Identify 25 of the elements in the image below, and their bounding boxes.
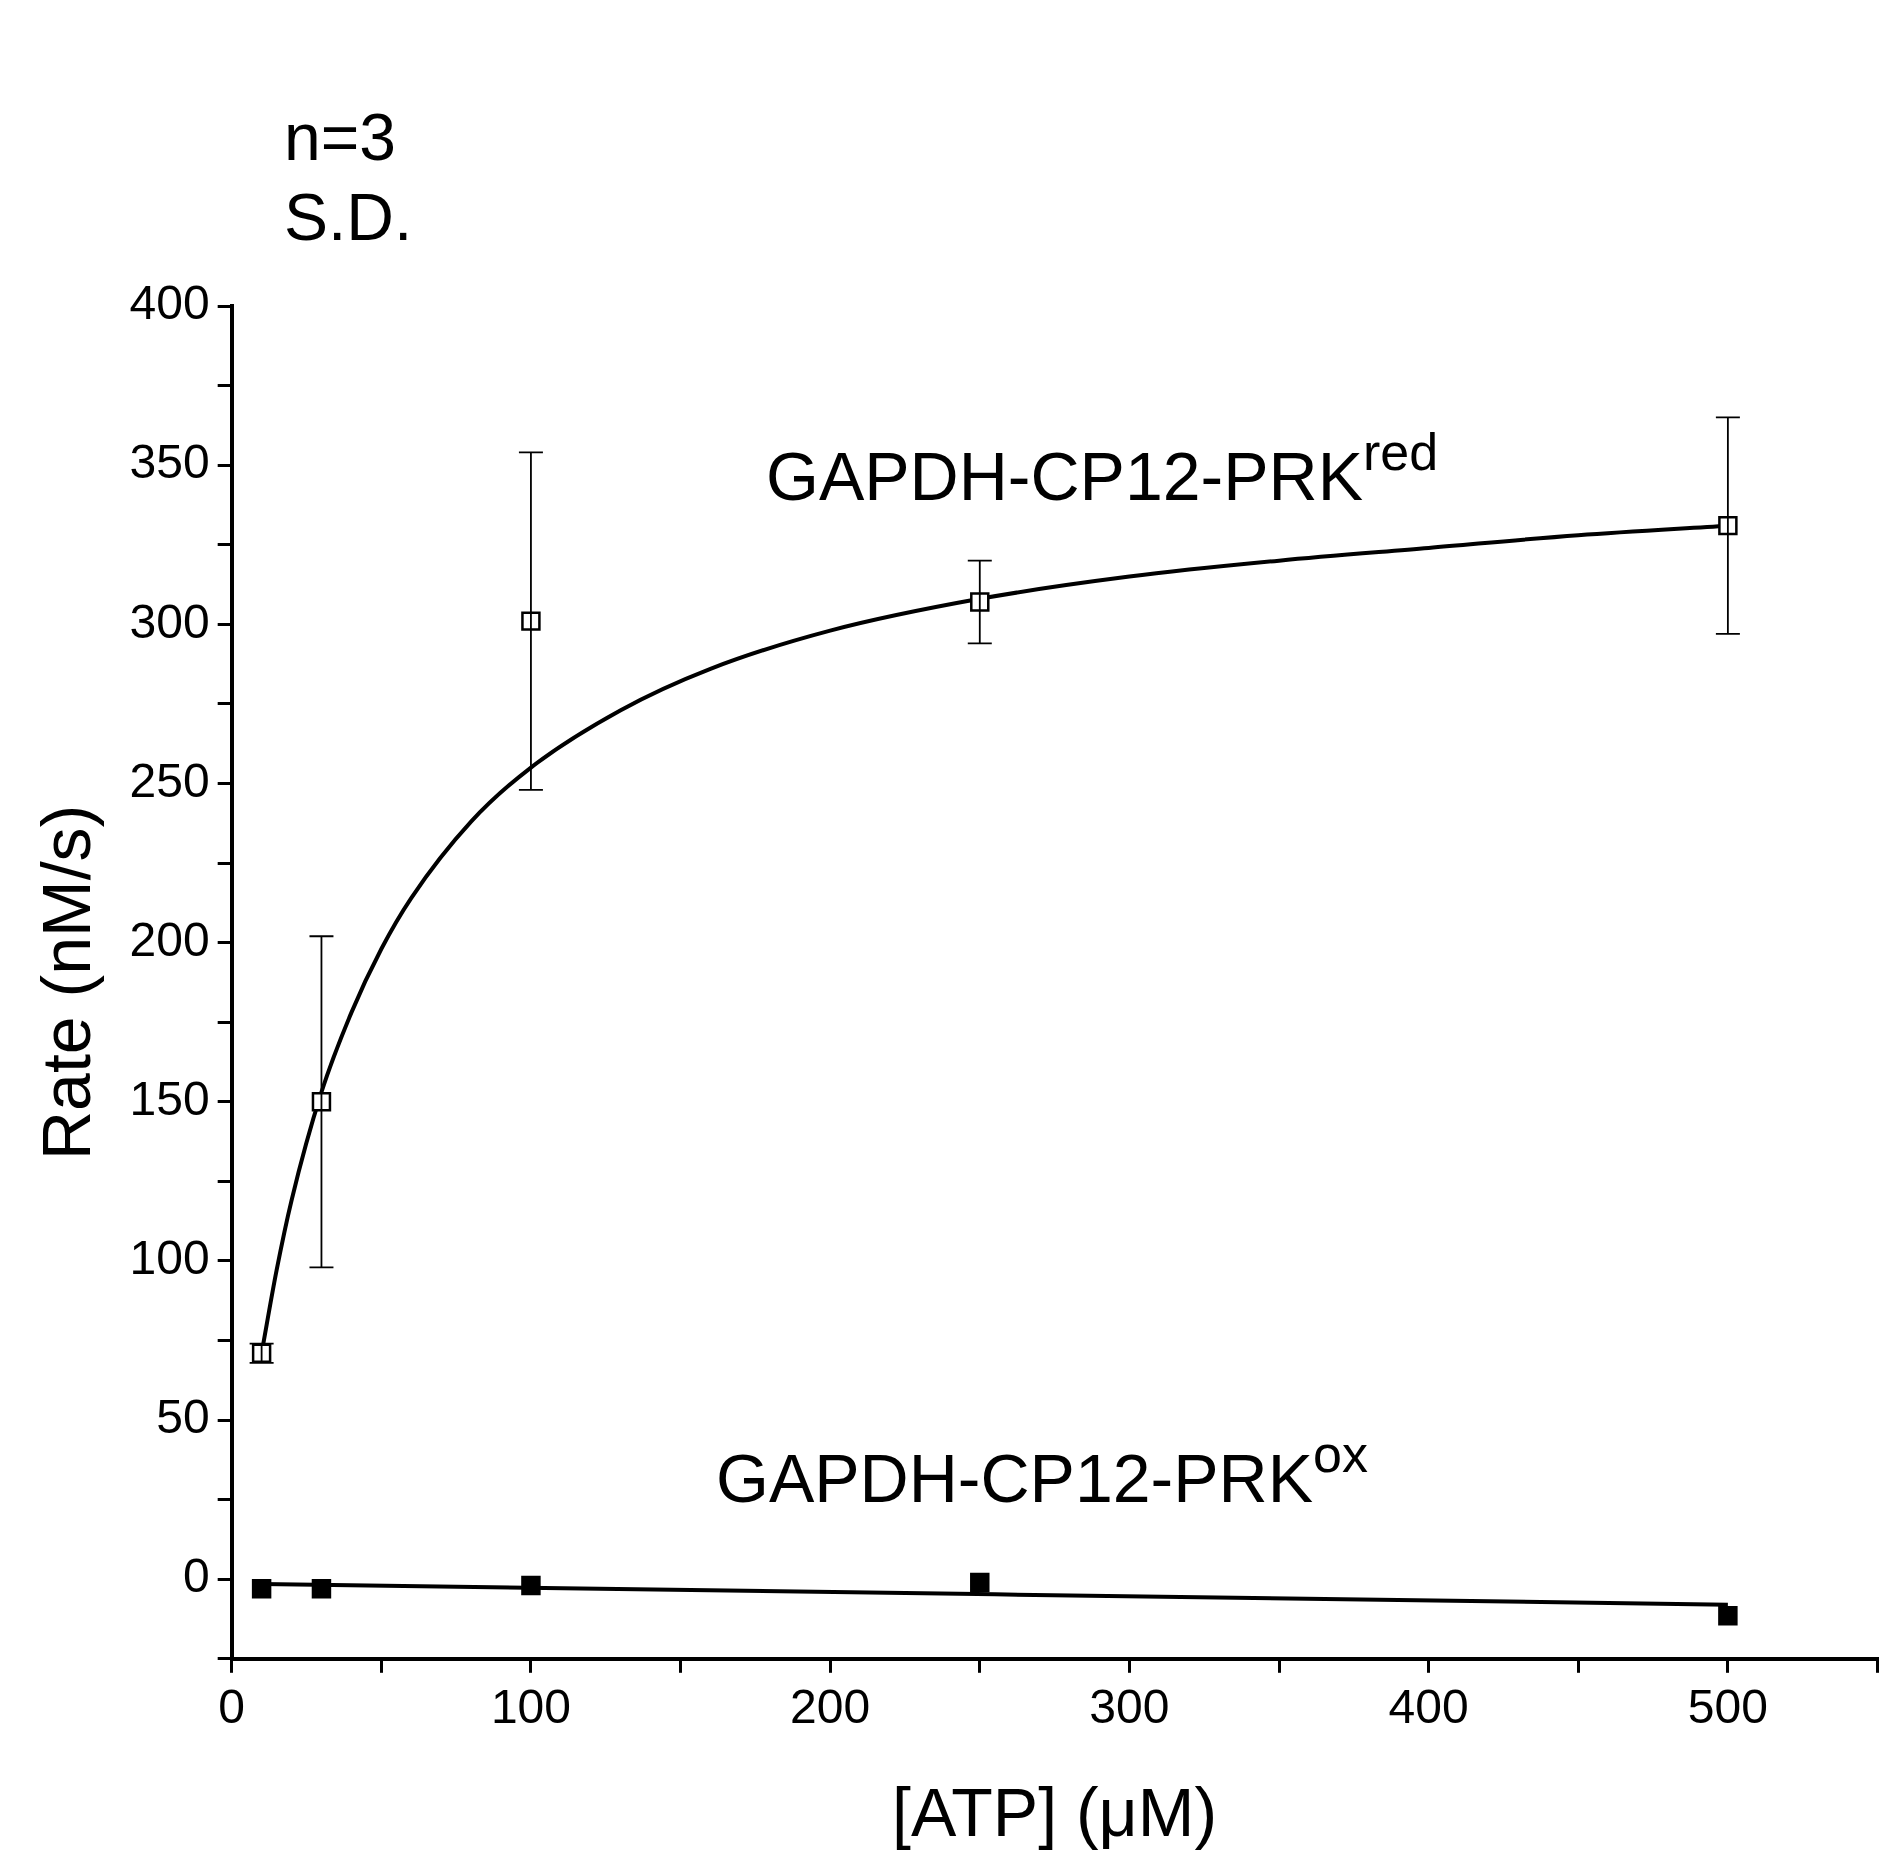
y-tick-label: 150 [129,1072,210,1125]
y-tick-label: 400 [129,276,210,330]
y-tick-label: 0 [182,1549,210,1603]
point [311,1092,332,1112]
x-tick-label: 200 [790,1679,871,1733]
point [251,1579,272,1599]
point [1718,1606,1738,1626]
x-axis-title: [ATP] (μM) [892,1773,1218,1850]
point [311,1579,332,1599]
point [521,1575,541,1596]
x-tick-label: 100 [490,1679,571,1733]
point [970,1572,990,1593]
y-axis-title: Rate (nM/s) [27,804,104,1160]
y-tick-label: 250 [129,753,210,807]
text: n=3 [284,100,396,174]
x-tick-label: 300 [1089,1679,1170,1733]
text: S.D. [284,180,413,254]
y-tick-label: 100 [129,1231,210,1285]
x-tick-label: 500 [1687,1679,1768,1733]
y-tick-label: 200 [129,912,210,966]
y-tick-label: 50 [156,1390,210,1444]
x-tick-label: 400 [1388,1679,1469,1733]
y-tick-label: 300 [129,594,210,648]
y-tick-label: 350 [129,435,210,489]
x-tick-label: 0 [218,1679,246,1733]
